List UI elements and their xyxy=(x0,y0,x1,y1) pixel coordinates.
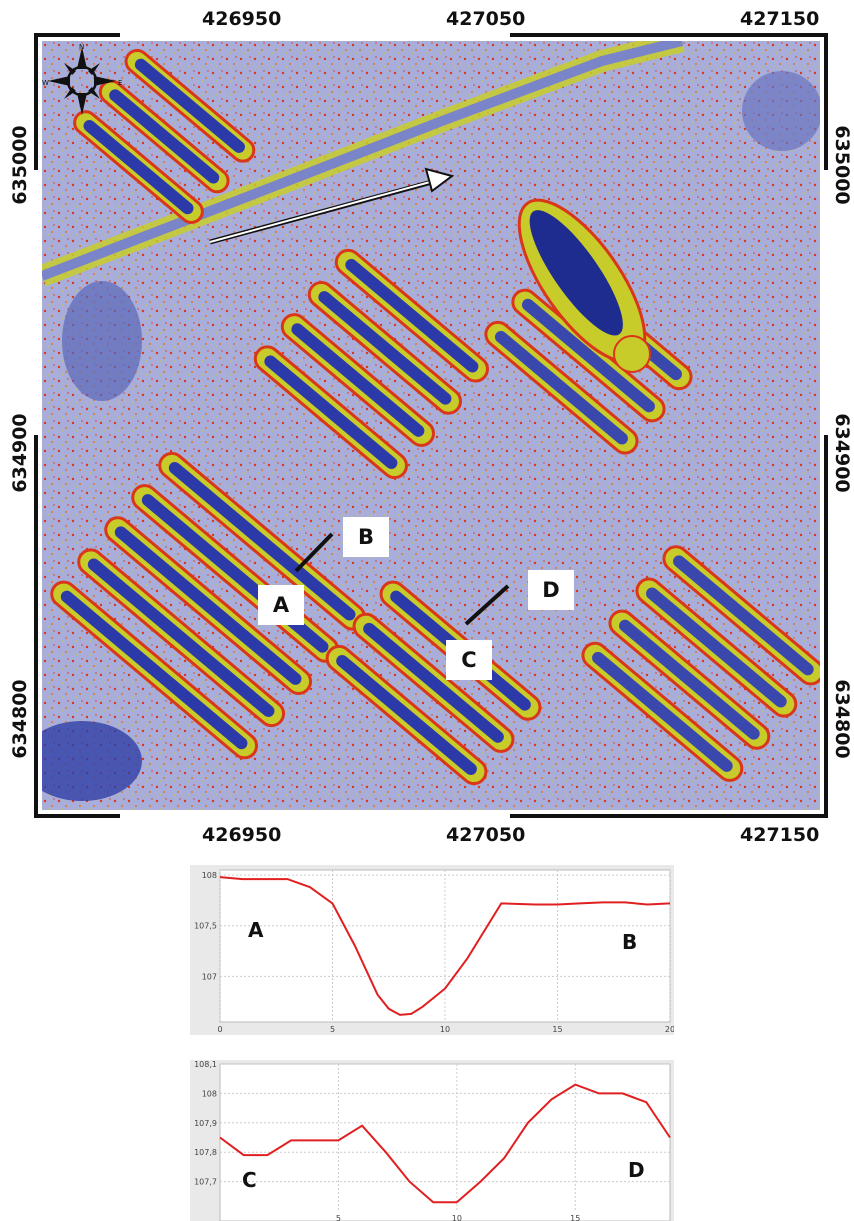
y-tick-left-1: 635000 xyxy=(9,125,31,205)
compass-west: W xyxy=(42,79,49,87)
x-tick-bottom-3: 427150 xyxy=(740,824,820,846)
y-tick-right-3: 634800 xyxy=(831,679,853,759)
profile-label-c: C xyxy=(446,640,492,680)
compass-icon xyxy=(48,47,116,115)
y-tick-right-2: 634900 xyxy=(831,413,853,493)
x-tick-label: 10 xyxy=(440,1025,450,1034)
profile-label-b: B xyxy=(343,517,389,557)
y-tick-left-2: 634900 xyxy=(9,413,31,493)
x-tick-label: 15 xyxy=(552,1025,562,1034)
x-tick-top-1: 426950 xyxy=(202,8,282,30)
y-tick-label: 108 xyxy=(202,1089,217,1098)
y-tick-left-3: 634800 xyxy=(9,679,31,759)
x-tick-label: 15 xyxy=(570,1214,580,1221)
trench-group-s xyxy=(325,580,542,786)
profile-cd-line xyxy=(219,1083,671,1204)
x-tick-label: 5 xyxy=(336,1214,341,1221)
low-area xyxy=(742,71,820,151)
trench-group-se xyxy=(581,545,820,782)
low-area xyxy=(62,281,142,401)
profile-line-cd xyxy=(464,584,510,626)
direction-arrow-head xyxy=(424,167,455,193)
profile-ab-line xyxy=(219,876,671,1016)
compass-north: N xyxy=(79,43,84,51)
chart-ab-label-b: B xyxy=(622,930,638,954)
y-tick-label: 107,7 xyxy=(194,1178,217,1187)
x-tick-bottom-2: 427050 xyxy=(446,824,526,846)
y-tick-right-1: 635000 xyxy=(831,125,853,205)
chart-cd-label-c: C xyxy=(242,1168,257,1192)
x-tick-label: 5 xyxy=(330,1025,335,1034)
y-tick-label: 108 xyxy=(202,871,217,880)
y-tick-label: 108,1 xyxy=(194,1060,217,1069)
x-tick-top-3: 427150 xyxy=(740,8,820,30)
profile-line-ab xyxy=(294,532,334,573)
profile-chart-ab: 108 107,5 107 0 5 10 15 20 xyxy=(190,865,674,1035)
x-tick-top-2: 427050 xyxy=(446,8,526,30)
trench-group-center xyxy=(253,248,489,480)
profile-chart-cd: 108,1 108 107,9 107,8 107,7 5 10 15 xyxy=(190,1060,674,1221)
x-tick-label: 10 xyxy=(452,1214,462,1221)
low-area xyxy=(42,721,142,801)
x-tick-label: 0 xyxy=(217,1025,222,1034)
compass-east: E xyxy=(118,79,122,87)
x-tick-label: 20 xyxy=(665,1025,674,1034)
chart-cd-label-d: D xyxy=(628,1158,645,1182)
chart-ab-label-a: A xyxy=(248,918,264,942)
trench-group-nw xyxy=(73,48,256,224)
y-tick-label: 107,8 xyxy=(194,1148,217,1157)
profile-label-d: D xyxy=(528,570,574,610)
y-tick-label: 107,5 xyxy=(194,922,217,931)
mound xyxy=(613,335,651,373)
lidar-map: N W E xyxy=(42,41,820,810)
y-tick-label: 107,9 xyxy=(194,1119,217,1128)
trench-group-sw xyxy=(50,451,367,760)
y-tick-label: 107 xyxy=(202,972,217,981)
x-tick-bottom-1: 426950 xyxy=(202,824,282,846)
profile-label-a: A xyxy=(258,585,304,625)
